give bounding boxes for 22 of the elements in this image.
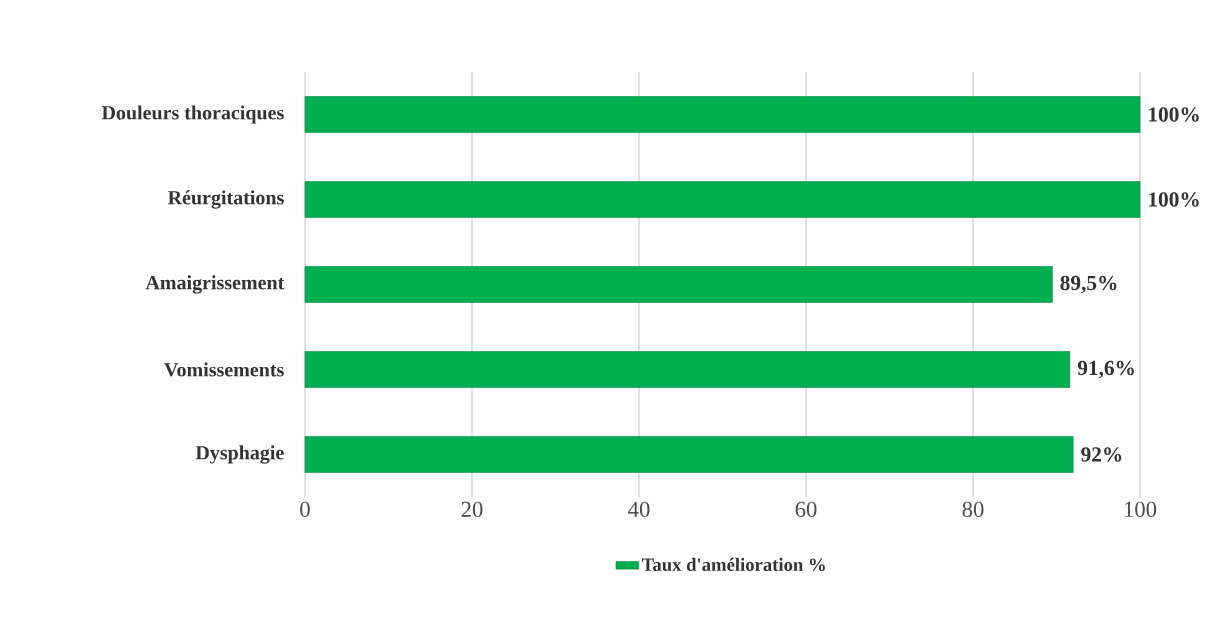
data-label: 89,5% <box>1060 275 1117 294</box>
x-tick-label: 60 <box>795 501 817 518</box>
bar <box>304 181 1141 218</box>
x-tick-label: 0 <box>300 501 310 518</box>
x-tick-label: 20 <box>461 501 483 518</box>
data-label: 92% <box>1081 447 1122 462</box>
y-tick-label: Vomissements <box>164 362 284 377</box>
data-label: 100% <box>1149 192 1199 207</box>
data-label: 100% <box>1149 107 1199 122</box>
y-tick-label: Douleurs thoraciques <box>101 105 284 124</box>
bar <box>304 436 1074 473</box>
legend-label: Taux d'amélioration % <box>641 557 825 572</box>
y-tick-label: Réurgitations <box>167 190 284 209</box>
x-tick-label: 100 <box>1125 501 1157 518</box>
bar <box>304 96 1141 133</box>
y-tick-label: Amaigrissement <box>145 275 285 294</box>
bar <box>304 266 1053 303</box>
bar <box>304 351 1071 388</box>
data-label: 91,6% <box>1077 360 1134 379</box>
x-tick-label: 80 <box>962 501 984 518</box>
x-tick-label: 40 <box>628 501 650 518</box>
y-tick-label: Dysphagie <box>195 445 284 464</box>
